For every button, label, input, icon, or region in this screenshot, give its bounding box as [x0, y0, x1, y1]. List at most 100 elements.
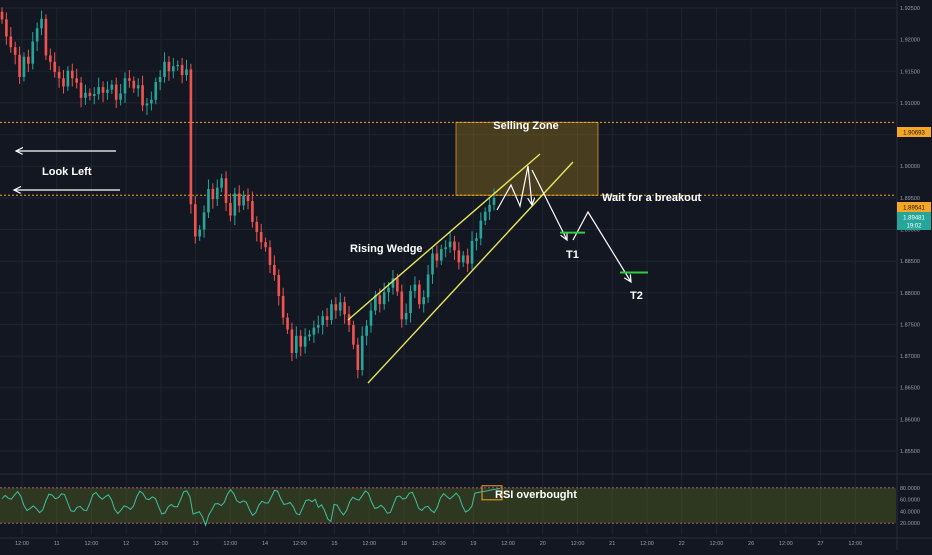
price-axis[interactable]: 1.925001.920001.915001.910001.905001.900…: [896, 0, 920, 550]
time-tick-label-4: 12:00: [154, 541, 168, 547]
price-tick-label-11: 1.87000: [900, 354, 920, 360]
candle-body-41: [180, 64, 184, 76]
candle-body-11: [49, 55, 52, 62]
candle-body-20: [88, 92, 92, 96]
candle-body-74: [325, 316, 329, 321]
candle-body-25: [110, 84, 114, 90]
candle-body-110: [483, 211, 487, 221]
candle-body-49: [215, 187, 219, 200]
candle-body-64: [281, 295, 285, 318]
look-left-label: Look Left: [42, 166, 92, 178]
candle-body-69: [303, 336, 307, 347]
price-tick-label-10: 1.87500: [900, 322, 920, 328]
projection-arrow-2: [531, 169, 567, 240]
candle-body-72: [316, 325, 320, 328]
time-tick-label-12: 12:00: [432, 541, 446, 547]
time-tick-label-21: 26: [748, 541, 754, 547]
candle-body-84: [369, 310, 373, 326]
candle-body-61: [268, 247, 272, 265]
rsi-tick-label-0: 80.0000: [900, 486, 920, 492]
time-tick-label-14: 12:00: [501, 541, 515, 547]
target-2-label: T2: [630, 290, 643, 302]
price-tick-label-13: 1.86000: [900, 417, 920, 423]
candle-body-34: [150, 99, 153, 104]
projection-arrow-3: [572, 210, 631, 282]
level-badge-lower: [897, 202, 931, 212]
candle-body-52: [229, 202, 232, 216]
candle-body-66: [290, 329, 294, 353]
candle-body-36: [158, 76, 162, 83]
candle-body-56: [246, 195, 250, 202]
rising-wedge-lines: [347, 153, 574, 384]
candle-body-37: [163, 61, 166, 77]
candle-body-68: [299, 335, 303, 347]
candle-body-24: [106, 89, 109, 93]
candle-body-33: [145, 103, 149, 106]
candle-body-16: [70, 70, 74, 79]
candle-body-22: [97, 87, 100, 95]
candle-body-50: [220, 178, 223, 188]
candle-body-39: [172, 66, 175, 72]
projection-arrows: [14, 151, 648, 282]
candle-body-7: [31, 41, 35, 64]
candle-body-108: [475, 238, 478, 241]
candle-body-43: [189, 69, 193, 205]
candle-body-27: [119, 93, 122, 100]
candle-body-107: [470, 240, 474, 264]
candle-body-9: [40, 18, 43, 29]
candle-body-81: [356, 344, 360, 371]
level-badge-lower-text: 1.89541: [903, 206, 925, 212]
candle-body-46: [202, 212, 206, 230]
level-badge-upper-text: 1.90693: [903, 131, 925, 137]
time-tick-label-5: 13: [193, 541, 199, 547]
current-price-text: 1.89481: [903, 216, 925, 222]
candle-body-55: [242, 195, 245, 206]
candle-body-85: [374, 295, 377, 311]
price-tick-label-1: 1.92000: [900, 38, 920, 44]
price-tick-label-12: 1.86500: [900, 386, 920, 392]
candle-body-60: [264, 242, 267, 248]
candle-body-65: [286, 317, 289, 330]
price-tick-label-5: 1.90000: [900, 164, 920, 170]
time-axis[interactable]: 12:00 11 12:00 12 12:00 13 12:00 14 12:00 15 12:00…: [0, 537, 932, 547]
candle-body-6: [27, 56, 30, 64]
price-tick-label-8: 1.88500: [900, 259, 920, 265]
candle-body-3: [13, 47, 17, 55]
level-badge-upper: [897, 127, 931, 137]
candle-body-91: [400, 291, 404, 320]
candle-body-45: [198, 229, 201, 237]
projection-arrow-1: [496, 165, 532, 211]
candle-body-71: [312, 327, 316, 335]
rsi-panel[interactable]: 80.0000 60.0000 40.0000 20.0000: [0, 473, 932, 527]
candle-body-57: [251, 201, 254, 222]
current-price-badge: [897, 212, 931, 230]
candle-body-67: [295, 335, 298, 353]
time-tick-label-24: 12:00: [848, 541, 862, 547]
candle-body-62: [273, 264, 276, 276]
candle-body-2: [9, 36, 13, 48]
candle-body-28: [123, 78, 127, 94]
grid-lines: [0, 7, 896, 535]
candle-body-112: [492, 197, 496, 205]
candle-body-75: [330, 304, 333, 321]
selling-zone-label: Selling Zone: [493, 120, 558, 132]
candle-body-58: [255, 221, 259, 233]
time-tick-label-1: 11: [54, 541, 60, 547]
candle-body-93: [409, 290, 412, 314]
time-tick-label-18: 12:00: [640, 541, 654, 547]
time-tick-label-23: 27: [817, 541, 823, 547]
rsi-tick-label-1: 60.0000: [900, 498, 920, 504]
candle-body-99: [435, 253, 439, 261]
candle-body-14: [62, 78, 65, 87]
time-tick-label-17: 21: [609, 541, 615, 547]
price-tick-label-14: 1.85500: [900, 449, 920, 455]
candle-body-83: [365, 325, 368, 336]
candle-body-94: [413, 284, 417, 291]
price-tick-label-3: 1.91000: [900, 101, 920, 107]
candle-body-26: [114, 84, 118, 100]
candle-body-17: [75, 78, 78, 83]
target-1-label: T1: [566, 249, 579, 261]
candle-body-104: [457, 250, 461, 263]
